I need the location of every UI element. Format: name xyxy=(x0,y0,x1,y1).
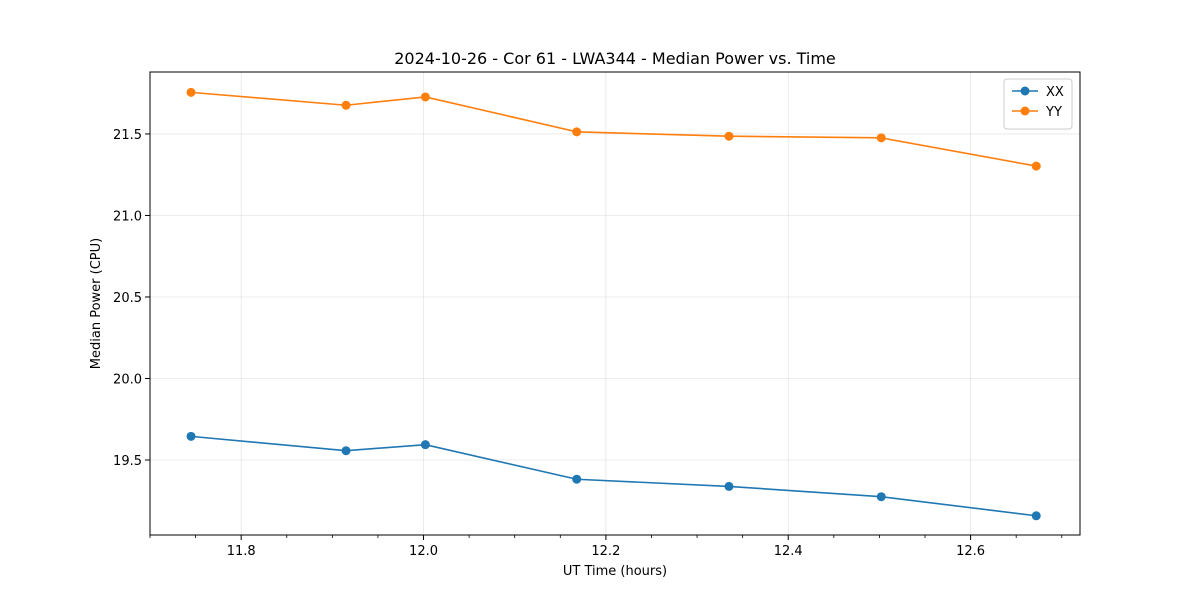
y-tick-label: 21.0 xyxy=(113,209,142,224)
x-tick-label: 11.8 xyxy=(227,544,256,559)
legend: XX YY xyxy=(1003,78,1073,130)
ticks: 11.8 12.0 12.2 12.4 12.6 19.5 20.0 20.5 21.0 21.5 xyxy=(113,128,1063,559)
data-point-xx xyxy=(186,431,196,441)
data-point-yy xyxy=(876,133,886,143)
data-point-yy xyxy=(186,87,196,97)
plot-frame xyxy=(149,71,1081,536)
x-tick-label: 12.2 xyxy=(591,544,620,559)
data-point-yy xyxy=(724,131,734,141)
data-point-yy xyxy=(341,100,351,110)
x-tick-label: 12.4 xyxy=(774,544,803,559)
legend-marker-xx xyxy=(1020,86,1030,96)
legend-marker-yy xyxy=(1020,106,1030,116)
legend-label-yy: YY xyxy=(1045,105,1062,120)
y-axis-label: Median Power (CPU) xyxy=(89,238,104,369)
data-point-xx xyxy=(876,492,886,502)
data-point-yy xyxy=(572,127,582,137)
y-tick-label: 20.5 xyxy=(113,291,142,306)
x-tick-label: 12.0 xyxy=(409,544,438,559)
x-tick-label: 12.6 xyxy=(956,544,985,559)
data-point-yy xyxy=(420,92,430,102)
y-tick-label: 21.5 xyxy=(113,128,142,143)
y-tick-label: 20.0 xyxy=(113,372,142,387)
data-point-yy xyxy=(1031,161,1041,171)
data-point-xx xyxy=(572,474,582,484)
data-point-xx xyxy=(724,481,734,491)
chart-title: 2024-10-26 - Cor 61 - LWA344 - Median Po… xyxy=(394,49,836,68)
x-axis-label: UT Time (hours) xyxy=(563,564,667,579)
series-layer xyxy=(186,87,1041,521)
data-point-xx xyxy=(1031,511,1041,521)
y-tick-label: 19.5 xyxy=(113,454,142,469)
legend-label-xx: XX xyxy=(1046,85,1064,100)
data-point-xx xyxy=(341,446,351,456)
grid xyxy=(150,72,1080,535)
data-point-xx xyxy=(420,440,430,450)
